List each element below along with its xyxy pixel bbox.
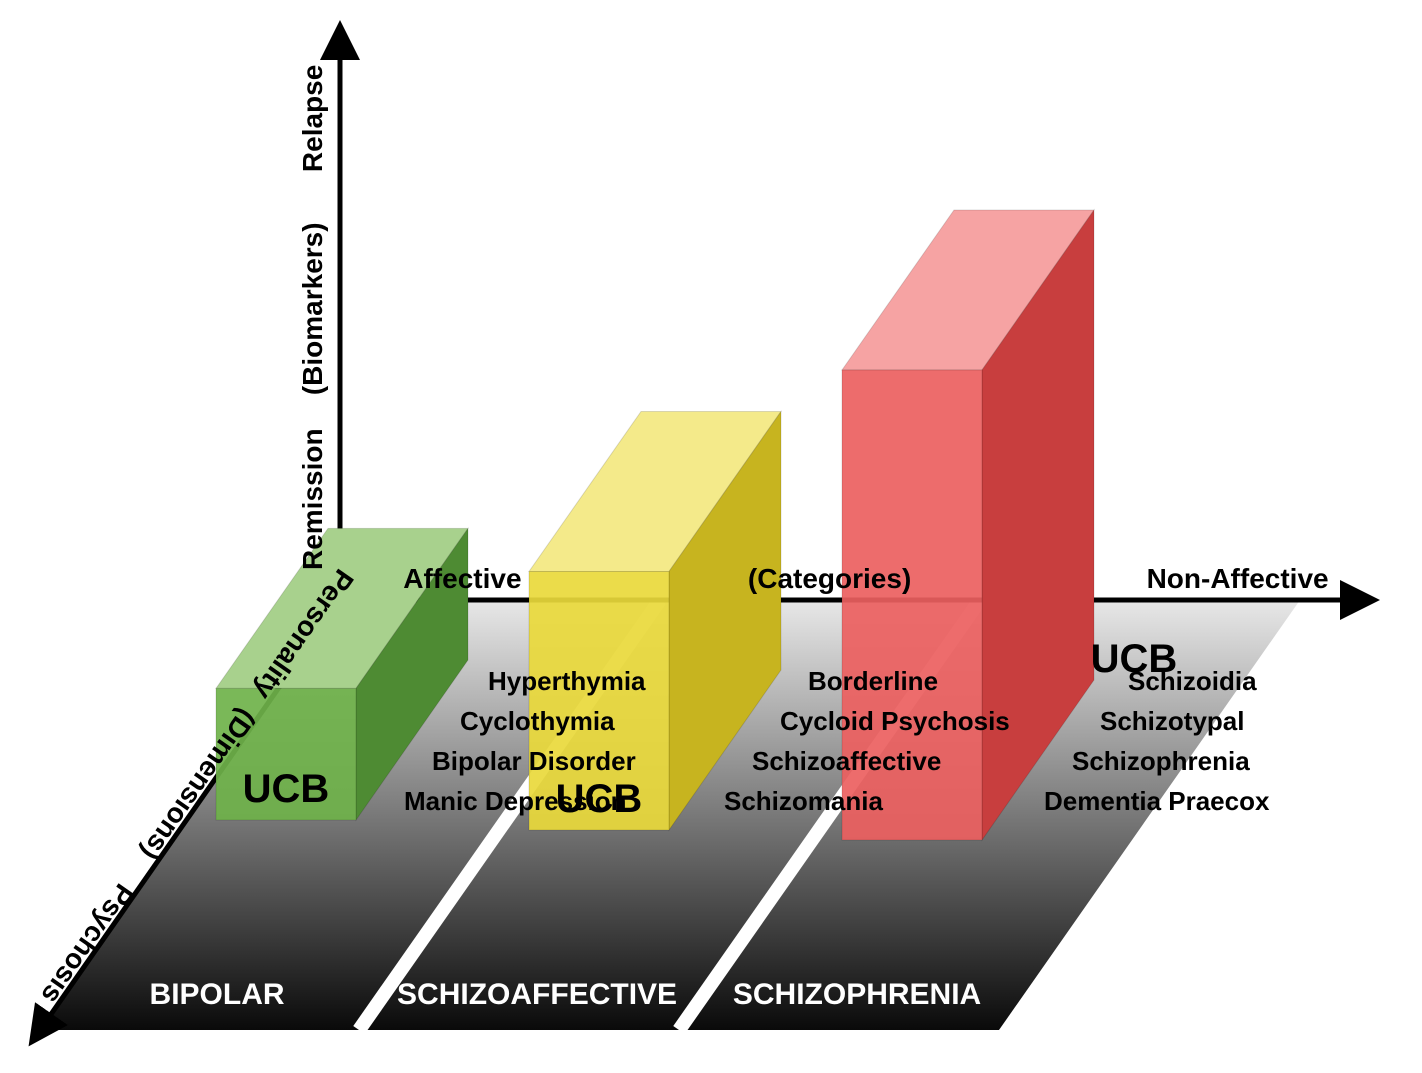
psychosis-3d-diagram: BIPOLAR SCHIZOAFFECTIVE SCHIZOPHRENIA UCBU… [0,0,1422,1073]
list-item-schizophrenia: Schizophrenia [1072,746,1250,776]
y-axis-label: (Biomarkers) [297,222,328,395]
x-axis-label: (Categories) [748,563,911,594]
list-item-schizoaffective: Borderline [808,666,938,696]
ucb-label-bipolar: UCB [243,767,330,811]
list-item-bipolar: Cyclothymia [460,706,615,736]
list-item-schizophrenia: Schizoidia [1128,666,1257,696]
list-item-bipolar: Hyperthymia [488,666,646,696]
list-item-schizoaffective: Schizoaffective [752,746,941,776]
x-axis-label: Non-Affective [1147,563,1329,594]
x-axis-label: Affective [403,563,521,594]
list-item-schizoaffective: Cycloid Psychosis [780,706,1010,736]
list-item-schizophrenia: Schizotypal [1100,706,1244,736]
list-item-bipolar: Manic Depression [404,786,627,816]
bars: UCBUCBUCB [216,210,1177,840]
floor-label-schizophrenia: SCHIZOPHRENIA [733,978,981,1011]
list-item-schizophrenia: Dementia Praecox [1044,786,1270,816]
list-item-bipolar: Bipolar Disorder [432,746,636,776]
floor-label-schizoaffective: SCHIZOAFFECTIVE [397,978,677,1011]
y-axis-label: Relapse [297,65,328,172]
floor-label-bipolar: BIPOLAR [150,978,285,1011]
y-axis-label: Remission [297,428,328,570]
list-item-schizoaffective: Schizomania [724,786,883,816]
